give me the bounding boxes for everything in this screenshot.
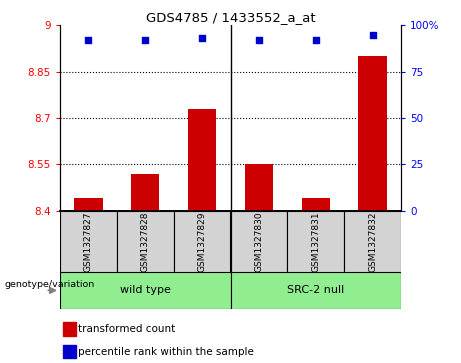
Bar xyxy=(230,272,401,309)
Text: genotype/variation: genotype/variation xyxy=(5,281,95,289)
Bar xyxy=(188,109,216,211)
Bar xyxy=(358,56,387,211)
Point xyxy=(142,37,149,43)
Bar xyxy=(63,345,76,358)
Text: wild type: wild type xyxy=(120,285,171,295)
Text: GSM1327827: GSM1327827 xyxy=(84,211,93,272)
Point xyxy=(255,37,263,43)
Bar xyxy=(245,164,273,211)
Text: GSM1327829: GSM1327829 xyxy=(198,211,207,272)
Bar xyxy=(287,211,344,272)
Bar xyxy=(74,198,102,211)
Bar xyxy=(344,211,401,272)
Text: GSM1327831: GSM1327831 xyxy=(311,211,320,272)
Bar xyxy=(230,211,287,272)
Text: GSM1327832: GSM1327832 xyxy=(368,211,377,272)
Bar xyxy=(301,198,330,211)
Bar xyxy=(117,211,174,272)
Text: GSM1327830: GSM1327830 xyxy=(254,211,263,272)
Title: GDS4785 / 1433552_a_at: GDS4785 / 1433552_a_at xyxy=(146,11,315,24)
Point xyxy=(198,36,206,41)
Bar xyxy=(131,174,160,211)
Text: GSM1327828: GSM1327828 xyxy=(141,211,150,272)
Text: transformed count: transformed count xyxy=(77,324,175,334)
Text: SRC-2 null: SRC-2 null xyxy=(287,285,344,295)
Point xyxy=(312,37,319,43)
Bar xyxy=(60,272,230,309)
Bar xyxy=(174,211,230,272)
Point xyxy=(85,37,92,43)
Point xyxy=(369,32,376,37)
Text: percentile rank within the sample: percentile rank within the sample xyxy=(77,347,254,357)
Bar xyxy=(63,322,76,336)
Bar xyxy=(60,211,117,272)
